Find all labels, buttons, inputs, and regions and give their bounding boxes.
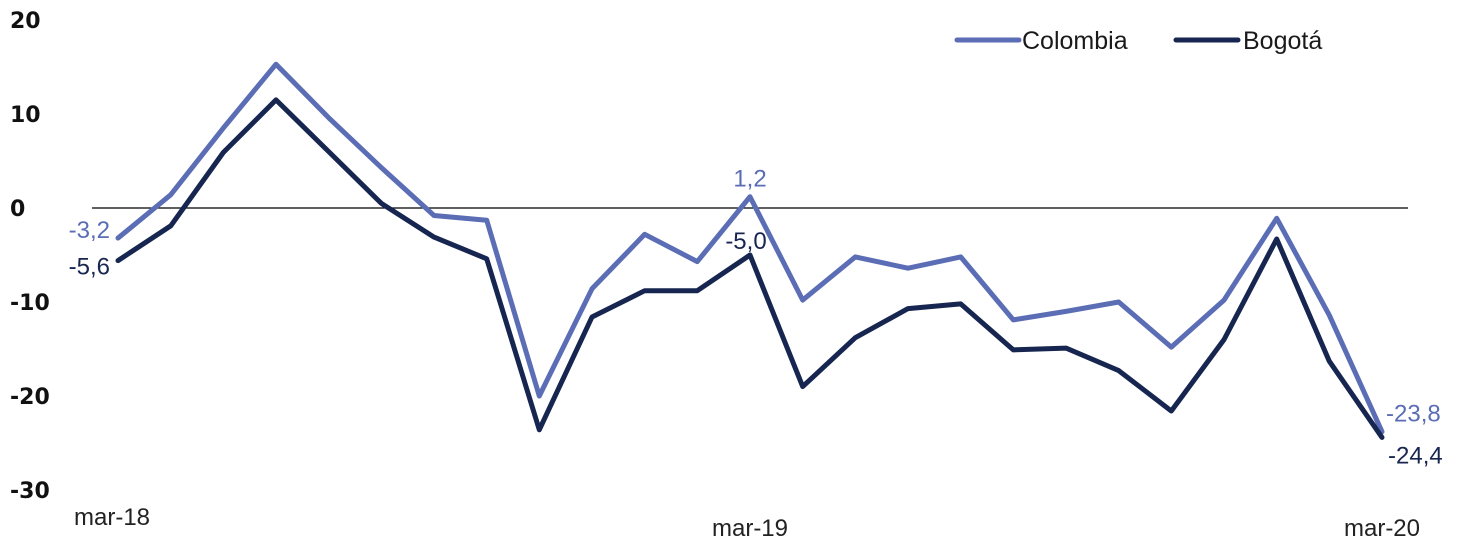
data-label: -3,2 xyxy=(69,217,110,244)
data-label: -24,4 xyxy=(1388,442,1443,469)
x-tick-label: mar-19 xyxy=(712,515,788,540)
data-label: -5,6 xyxy=(69,254,110,281)
series-line-colombia xyxy=(115,61,1385,435)
data-label: 1,2 xyxy=(733,166,766,193)
y-tick-label: -30 xyxy=(10,479,50,504)
legend-label: Bogotá xyxy=(1243,27,1322,55)
x-tick-label: mar-18 xyxy=(74,504,150,531)
y-tick-label: -20 xyxy=(10,385,50,410)
data-label: -23,8 xyxy=(1386,401,1441,428)
y-tick-label: 10 xyxy=(10,103,41,128)
x-tick-label: mar-20 xyxy=(1344,515,1420,540)
data-label: -5,0 xyxy=(725,228,766,255)
y-tick-label: 20 xyxy=(10,9,41,34)
legend-label: Colombia xyxy=(1022,27,1128,55)
y-tick-label: 0 xyxy=(10,197,25,222)
y-tick-label: -10 xyxy=(10,291,50,316)
series-line-bogota xyxy=(115,97,1385,440)
